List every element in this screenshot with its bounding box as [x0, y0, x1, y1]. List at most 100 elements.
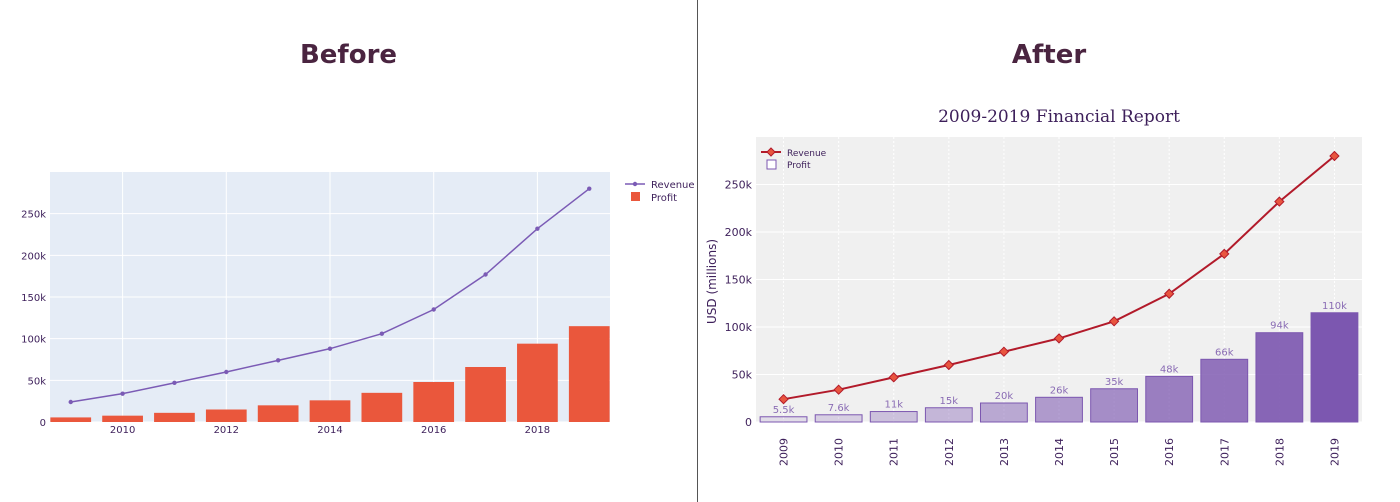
revenue-point [587, 186, 592, 191]
y-tick-label: 50k [732, 369, 753, 382]
profit-data-label: 15k [940, 396, 959, 407]
x-tick-label: 2016 [421, 425, 446, 436]
revenue-marker [1053, 333, 1065, 344]
x-tick-label: 2014 [1053, 438, 1066, 466]
profit-bar [568, 326, 610, 422]
revenue-marker [1219, 248, 1230, 260]
x-tick-label: 2014 [317, 425, 342, 436]
x-tick-label: 2010 [110, 425, 135, 436]
revenue-point [327, 346, 333, 351]
revenue-marker [1108, 316, 1120, 327]
revenue-marker [888, 372, 899, 383]
profit-bar [413, 382, 455, 422]
legend-profit-swatch [766, 159, 777, 170]
profit-bar [517, 343, 558, 422]
chart-title: 2009-2019 Financial Report [938, 107, 1180, 127]
before-panel: Before 0 50k 100k 150k 200k 250k 2010 2012 2014 2… [0, 0, 697, 502]
legend-revenue-marker [632, 181, 638, 187]
x-tick-label: 2016 [1163, 438, 1176, 466]
x-tick-label: 2012 [943, 438, 956, 466]
profit-data-label: 7.6k [828, 403, 850, 414]
x-tick-label: 2017 [1218, 438, 1231, 466]
revenue-point [68, 399, 73, 405]
profit-data-label: 66k [1215, 347, 1234, 358]
revenue-point [224, 369, 229, 375]
profit-data-label: 110k [1322, 301, 1347, 312]
revenue-point [431, 307, 436, 312]
revenue-marker [778, 393, 789, 405]
x-tick-label: 2015 [1108, 438, 1121, 466]
y-axis-label: USD (millions) [705, 239, 719, 324]
profit-bar [759, 416, 808, 423]
x-tick-label: 2010 [833, 438, 846, 466]
x-tick-label: 2011 [888, 438, 901, 466]
revenue-marker [943, 359, 955, 371]
after-chart: 2009-2019 Financial Report USD (millions)… [705, 107, 1362, 466]
y-tick-label: 0 [40, 418, 46, 429]
profit-data-label: 11k [884, 400, 903, 411]
profit-bar [869, 411, 918, 423]
profit-bar [205, 409, 247, 422]
revenue-marker [1274, 196, 1285, 207]
profit-data-label: 94k [1270, 321, 1289, 332]
profit-bar [1090, 388, 1139, 423]
revenue-point [483, 272, 488, 277]
profit-bar [1310, 312, 1359, 423]
panel-divider [697, 0, 698, 502]
profit-data-label: 20k [995, 391, 1014, 402]
profit-bar [1145, 375, 1194, 423]
profit-bar [102, 415, 143, 422]
y-tick-label: 250k [21, 210, 46, 221]
profit-bar [814, 414, 863, 423]
profit-bar [50, 417, 92, 422]
profit-bar [257, 405, 299, 422]
profit-data-label: 5.5k [773, 405, 795, 416]
after-panel: After 2009-2019 Financial Report USD (mil… [698, 0, 1400, 502]
y-tick-label: 200k [21, 251, 46, 262]
profit-data-label: 48k [1160, 364, 1179, 375]
legend-profit-swatch [631, 192, 640, 201]
y-tick-label: 250k [725, 179, 753, 192]
revenue-marker [1329, 150, 1340, 162]
profit-data-label: 26k [1050, 385, 1069, 396]
y-tick-label: 200k [725, 226, 753, 239]
profit-bar [361, 392, 403, 422]
revenue-point [172, 380, 177, 386]
legend-profit-label: Profit [787, 161, 811, 171]
before-heading: Before [299, 40, 398, 70]
profit-bar [979, 402, 1028, 423]
revenue-point [275, 358, 281, 363]
profit-bar [465, 367, 506, 422]
y-tick-label: 150k [21, 293, 46, 304]
y-tick-label: 100k [725, 321, 753, 334]
legend-revenue-label: Revenue [787, 149, 827, 159]
revenue-point [120, 391, 125, 396]
y-tick-label: 50k [27, 376, 46, 387]
y-tick-label: 150k [725, 274, 753, 287]
x-tick-label: 2018 [1273, 438, 1286, 466]
x-tick-label: 2018 [525, 425, 550, 436]
y-tick-label: 100k [21, 335, 46, 346]
profit-bar [154, 412, 195, 422]
profit-bar [309, 400, 351, 422]
revenue-point [379, 331, 385, 336]
profit-bar [1035, 396, 1083, 423]
y-tick-label: 0 [745, 416, 752, 429]
legend-profit-label: Profit [651, 193, 677, 204]
legend-revenue-label: Revenue [651, 180, 695, 191]
after-heading: After [1011, 40, 1087, 70]
legend-revenue-marker [766, 147, 776, 157]
revenue-marker [998, 346, 1010, 357]
profit-bar [924, 407, 973, 423]
revenue-marker [1163, 288, 1175, 299]
revenue-marker [833, 384, 844, 395]
profit-bar [1255, 332, 1304, 423]
before-chart: 0 50k 100k 150k 200k 250k 2010 2012 2014 2016 2018… [21, 172, 695, 436]
profit-data-label: 35k [1105, 377, 1124, 388]
x-tick-label: 2013 [998, 438, 1011, 466]
profit-bar [1200, 358, 1249, 423]
x-tick-label: 2009 [778, 438, 791, 466]
x-tick-label: 2012 [214, 425, 239, 436]
revenue-point [535, 226, 540, 231]
x-tick-label: 2019 [1328, 438, 1341, 466]
